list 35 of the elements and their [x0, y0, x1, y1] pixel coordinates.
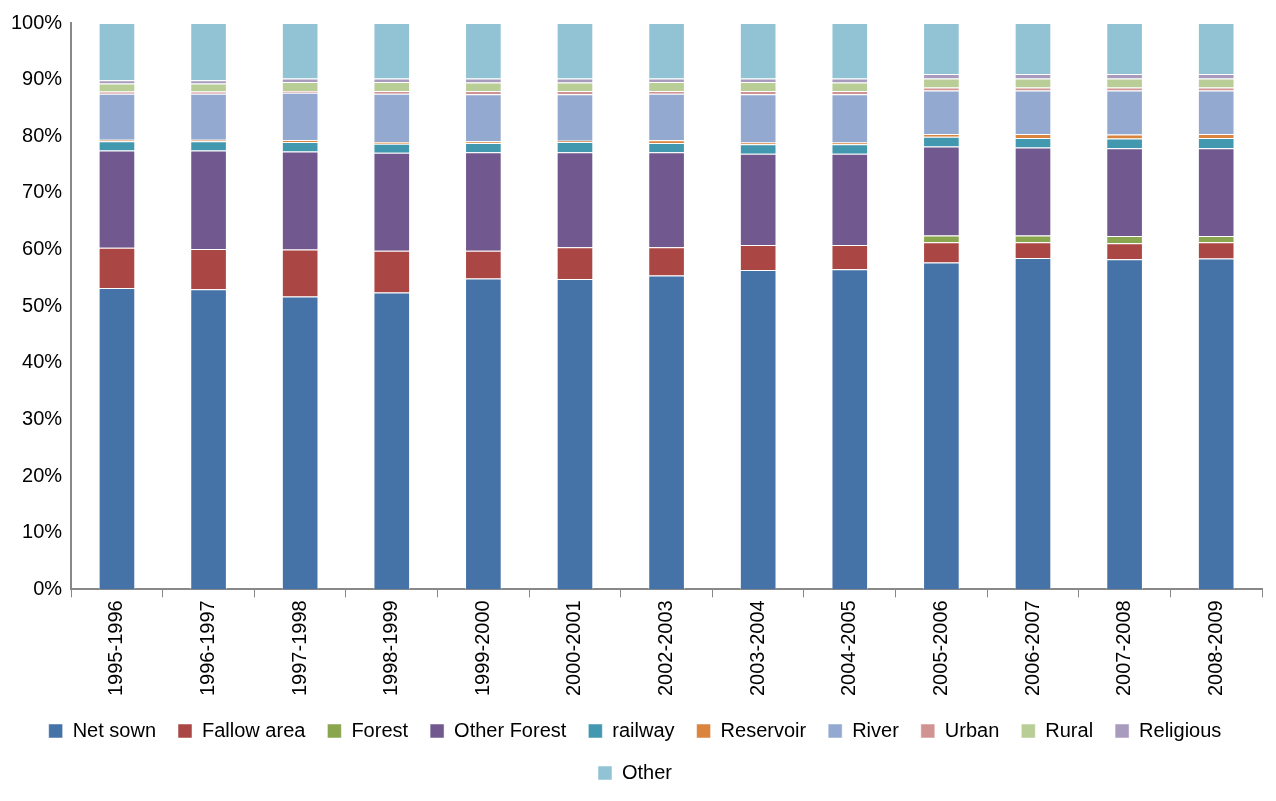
y-tick-label: 70%: [22, 180, 63, 203]
x-tick-label: 2005-2006: [928, 600, 951, 697]
legend-label: Rural: [1045, 718, 1094, 741]
x-tick-label: 1998-1999: [379, 600, 402, 697]
legend-label: Net sown: [72, 718, 157, 741]
y-tick-label: 100%: [11, 10, 63, 33]
legend-label: Religious: [1139, 718, 1222, 741]
x-tick-label: 2002-2003: [654, 600, 677, 697]
x-tick-label: 1999-2000: [470, 600, 493, 697]
y-tick-label: 80%: [22, 123, 63, 146]
x-tick-label: 2008-2009: [1203, 600, 1226, 697]
x-tick-label: 1996-1997: [196, 600, 219, 697]
legend-label: Other: [621, 760, 673, 783]
legend-label: Fallow area: [202, 718, 307, 741]
x-tick-label: 1995-1996: [104, 600, 127, 697]
y-tick-label: 40%: [22, 350, 63, 373]
x-tick-label: 2000-2001: [562, 600, 585, 697]
y-tick-label: 0%: [33, 576, 63, 599]
x-tick-label: 2003-2004: [745, 600, 768, 697]
x-tick-label: 2006-2007: [1020, 600, 1043, 697]
x-tick-label: 1997-1998: [287, 600, 310, 697]
legend-label: Reservoir: [720, 718, 807, 741]
legend-label: railway: [612, 718, 675, 741]
legend-label: Other Forest: [454, 718, 567, 741]
legend-label: Forest: [351, 718, 409, 741]
x-tick-label: 2004-2005: [837, 600, 860, 697]
y-tick-label: 30%: [22, 406, 63, 429]
x-tick-label: 2007-2008: [1112, 600, 1135, 697]
legend-label: Urban: [944, 718, 1000, 741]
legend-label: River: [852, 718, 900, 741]
y-tick-label: 20%: [22, 463, 63, 486]
y-tick-label: 90%: [22, 67, 63, 90]
y-tick-label: 50%: [22, 293, 63, 316]
y-tick-label: 10%: [22, 520, 63, 543]
y-tick-label: 60%: [22, 237, 63, 260]
